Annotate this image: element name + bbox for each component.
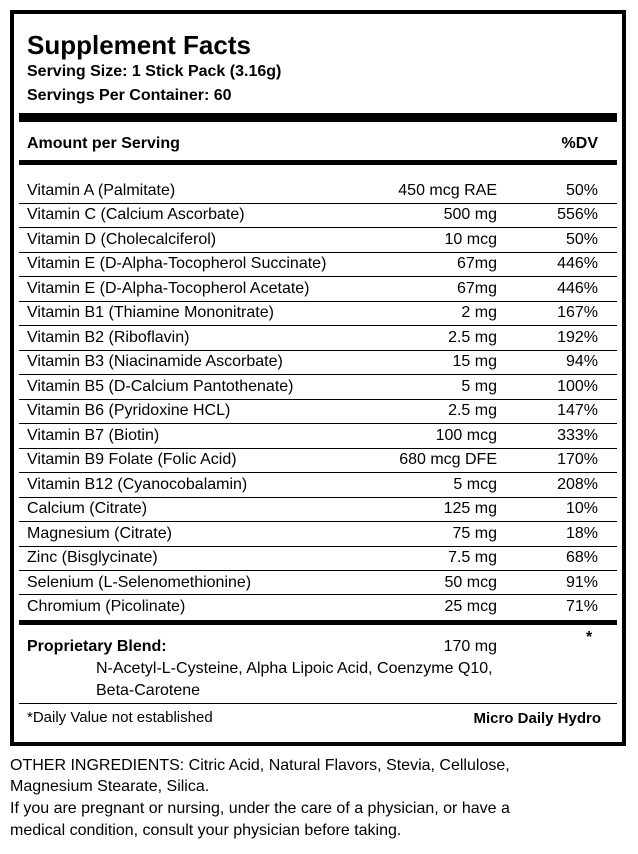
nutrient-name: Vitamin B6 (Pyridoxine HCL) — [27, 402, 231, 420]
row-divider — [19, 374, 617, 376]
nutrient-amount: 100 mcg — [435, 426, 497, 444]
nutrient-dv: 333% — [557, 426, 598, 444]
nutrient-amount: 2.5 mg — [448, 402, 497, 420]
nutrient-amount: 67mg — [456, 279, 497, 297]
nutrient-dv: 91% — [565, 573, 598, 591]
blend-marker: * — [586, 629, 593, 646]
nutrient-name: Vitamin E (D-Alpha-Tocopherol Acetate) — [27, 279, 310, 297]
nutrient-dv: 50% — [565, 230, 598, 248]
nutrient-amount: 7.5 mg — [448, 549, 497, 567]
nutrient-dv: 446% — [557, 255, 598, 273]
nutrient-dv: 167% — [557, 304, 598, 322]
nutrient-amount: 10 mcg — [444, 230, 497, 248]
nutrient-name: Vitamin A (Palmitate) — [27, 182, 176, 199]
nutrient-amount: 5 mcg — [453, 475, 497, 493]
nutrient-amount: 500 mg — [443, 206, 497, 224]
nutrient-name: Vitamin E (D-Alpha-Tocopherol Succinate) — [27, 255, 327, 273]
other-ingredients: Magnesium Stearate, Silica. — [10, 778, 210, 795]
nutrient-amount: 680 mcg DFE — [399, 451, 497, 469]
medium-rule — [19, 620, 617, 625]
servings-per-container: Servings Per Container: 60 — [27, 87, 232, 104]
blend-ingredients: Beta-Carotene — [96, 682, 201, 699]
nutrient-amount: 2 mg — [461, 304, 497, 322]
nutrient-name: Vitamin C (Calcium Ascorbate) — [27, 206, 245, 224]
nutrient-dv: 100% — [557, 377, 598, 395]
nutrient-dv: 192% — [557, 328, 598, 346]
nutrient-name: Vitamin B9 Folate (Folic Acid) — [27, 451, 237, 469]
row-divider — [19, 251, 617, 253]
nutrient-amount: 5 mg — [461, 377, 497, 395]
warning: If you are pregnant or nursing, under th… — [10, 800, 510, 817]
nutrient-name: Zinc (Bisglycinate) — [27, 549, 158, 567]
nutrient-name: Chromium (Picolinate) — [27, 597, 186, 615]
row-divider — [19, 276, 617, 278]
row-divider — [19, 447, 617, 449]
nutrient-dv: 147% — [557, 402, 598, 420]
row-divider — [19, 472, 617, 474]
medium-rule — [19, 160, 617, 165]
nutrient-name: Vitamin B2 (Riboflavin) — [27, 328, 190, 346]
label-box — [10, 10, 626, 746]
nutrient-dv: 170% — [557, 451, 598, 469]
nutrient-amount: 2.5 mg — [448, 328, 497, 346]
nutrient-name: Selenium (L-Selenomethionine) — [27, 573, 252, 591]
nutrient-dv: 94% — [565, 353, 598, 371]
nutrient-amount: 25 mcg — [444, 597, 497, 615]
warning: medical condition, consult your physicia… — [10, 822, 402, 839]
nutrient-dv: 446% — [557, 279, 598, 297]
nutrient-amount: 125 mg — [443, 500, 497, 518]
nutrient-dv: 50% — [565, 182, 598, 199]
nutrient-name: Vitamin B5 (D-Calcium Pantothenate) — [27, 377, 294, 395]
nutrient-amount: 50 mcg — [444, 573, 497, 591]
nutrient-dv: 556% — [557, 206, 598, 224]
row-divider — [19, 227, 617, 229]
column-header: Amount per Serving — [27, 135, 180, 152]
blend-label: Proprietary Blend: — [27, 638, 167, 655]
nutrient-name: Vitamin B12 (Cyanocobalamin) — [27, 475, 248, 493]
nutrient-name: Calcium (Citrate) — [27, 500, 148, 518]
row-divider — [19, 349, 617, 351]
row-divider — [19, 325, 617, 327]
title: Supplement Facts — [27, 30, 251, 60]
nutrient-amount: 15 mg — [452, 353, 497, 371]
serving-size: Serving Size: 1 Stick Pack (3.16g) — [27, 63, 282, 80]
row-divider — [19, 202, 617, 204]
nutrient-amount: 67mg — [456, 255, 497, 273]
footnote: *Daily Value not established — [27, 709, 213, 726]
row-divider — [19, 594, 617, 596]
nutrient-name: Vitamin D (Cholecalciferol) — [27, 230, 217, 248]
nutrient-name: Vitamin B3 (Niacinamide Ascorbate) — [27, 353, 283, 371]
row-divider — [19, 398, 617, 400]
thick-rule — [19, 113, 617, 122]
nutrient-name: Vitamin B1 (Thiamine Mononitrate) — [27, 304, 274, 322]
nutrient-dv: 10% — [565, 500, 598, 518]
row-divider — [19, 545, 617, 547]
nutrient-amount: 450 mcg RAE — [398, 182, 497, 199]
row-divider — [19, 423, 617, 425]
thin-rule — [19, 703, 617, 704]
nutrient-name: Magnesium (Citrate) — [27, 524, 172, 542]
brand: Micro Daily Hydro — [473, 710, 601, 727]
blend-amount: 170 mg — [443, 638, 497, 655]
column-header: %DV — [561, 135, 598, 152]
nutrient-dv: 68% — [565, 549, 598, 567]
nutrient-dv: 71% — [565, 597, 598, 615]
row-divider — [19, 496, 617, 498]
nutrient-dv: 208% — [557, 475, 598, 493]
other-ingredients: OTHER INGREDIENTS: Citric Acid, Natural … — [10, 757, 510, 774]
row-divider — [19, 570, 617, 572]
row-divider — [19, 521, 617, 523]
nutrient-name: Vitamin B7 (Biotin) — [27, 426, 160, 444]
nutrient-dv: 18% — [565, 524, 598, 542]
nutrient-amount: 75 mg — [452, 524, 497, 542]
blend-ingredients: N-Acetyl-L-Cysteine, Alpha Lipoic Acid, … — [96, 660, 493, 677]
row-divider — [19, 300, 617, 302]
